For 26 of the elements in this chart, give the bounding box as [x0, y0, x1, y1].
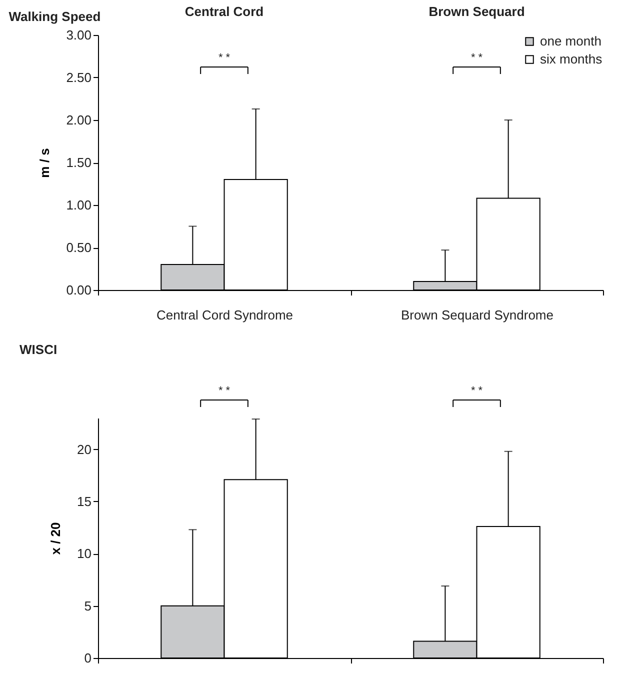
legend-label: six months — [540, 52, 603, 66]
text: * * — [218, 385, 231, 397]
y-tick-label: 2.00 — [66, 112, 92, 128]
y-tick-label: 5 — [84, 598, 92, 614]
y-tick-label: 10 — [77, 546, 92, 562]
text: Central Cord — [184, 4, 264, 19]
text: * * — [470, 385, 484, 397]
y-tick-label: 15 — [77, 494, 92, 509]
y-tick-label: 1.00 — [66, 198, 92, 212]
y-tick-label: 20 — [77, 442, 92, 457]
y-axis-title: x / 20 — [48, 522, 64, 555]
text: Brown Sequard — [428, 4, 525, 19]
annotation: * * — [218, 52, 231, 64]
y-tick-label: 0.00 — [66, 282, 92, 298]
chart-title: WISCI — [20, 342, 58, 357]
y-tick-label: 3.00 — [66, 28, 92, 42]
x-tick-label: Central Cord Syndrome — [156, 308, 294, 322]
y-axis-title: m / s — [37, 148, 52, 178]
annotation: * * — [470, 52, 484, 64]
y-tick-label: 2.50 — [66, 70, 92, 85]
y-tick-label: 0.50 — [66, 240, 92, 255]
x-tick-label: Brown Sequard Syndrome — [401, 308, 554, 322]
y-tick-label: 1.50 — [66, 155, 92, 170]
legend-label: one month — [540, 34, 602, 48]
y-tick-label: 0 — [84, 650, 92, 666]
chart-title: Walking Speed — [8, 9, 101, 24]
